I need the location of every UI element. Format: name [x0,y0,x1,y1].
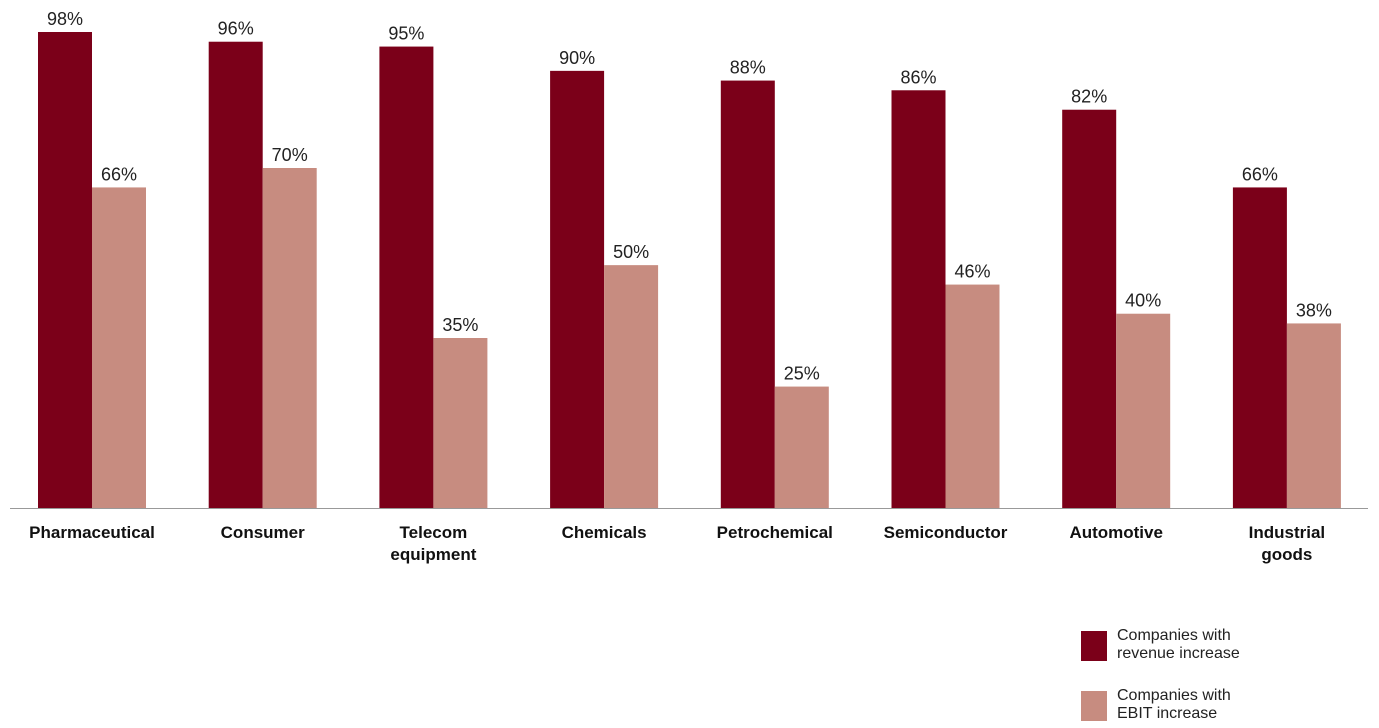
legend-label-2-line2: EBIT increase [1117,705,1217,722]
bar-series1-4 [720,80,775,509]
category-label-6: Automotive [1069,523,1163,542]
legend-swatch-1 [1081,631,1107,661]
category-label-4: Petrochemical [717,523,833,542]
data-label-series2-1: 70% [272,145,308,165]
category-label-1: Consumer [221,523,305,542]
data-label-series2-4: 25% [784,364,820,384]
data-label-series1-3: 90% [559,48,595,68]
data-label-series2-3: 50% [613,242,649,262]
data-label-series1-5: 86% [900,67,936,87]
data-label-series1-2: 95% [388,24,424,44]
data-label-series2-0: 66% [101,164,137,184]
category-label-0: Pharmaceutical [29,523,155,542]
bar-series2-0 [92,187,146,508]
data-label-series1-6: 82% [1071,87,1107,107]
bar-series1-5 [891,90,946,509]
bar-series2-5 [945,284,1000,508]
data-label-series2-5: 46% [954,262,990,282]
data-label-series1-4: 88% [730,58,766,78]
category-label-7-line2: goods [1261,545,1312,564]
category-label-7-line1: Industrial [1249,523,1326,542]
bar-series1-6 [1062,109,1117,508]
legend-swatch-2 [1081,691,1107,721]
data-label-series1-0: 98% [47,9,83,29]
bar-series1-2 [379,46,434,508]
bar-series2-6 [1116,313,1171,508]
data-label-series1-1: 96% [218,19,254,39]
bar-series2-1 [262,168,317,508]
bar-series1-7 [1232,187,1287,508]
category-label-2-line1: Telecom [400,523,468,542]
bar-series1-3 [550,70,605,508]
data-label-series2-6: 40% [1125,291,1161,311]
category-label-5: Semiconductor [884,523,1008,542]
data-label-series2-2: 35% [442,315,478,335]
legend-label-2-line1: Companies with [1117,687,1231,704]
bar-series2-4 [774,386,829,508]
data-label-series1-7: 66% [1242,164,1278,184]
bar-series2-7 [1286,323,1341,508]
data-label-series2-7: 38% [1296,300,1332,320]
legend-label-1-line2: revenue increase [1117,645,1240,662]
legend-label-1-line1: Companies with [1117,627,1231,644]
category-label-3: Chemicals [562,523,647,542]
bar-series2-3 [604,265,659,508]
category-label-2-line2: equipment [390,545,476,564]
bar-series1-1 [208,41,263,508]
bar-series2-2 [433,338,488,508]
bar-series1-0 [38,32,92,508]
